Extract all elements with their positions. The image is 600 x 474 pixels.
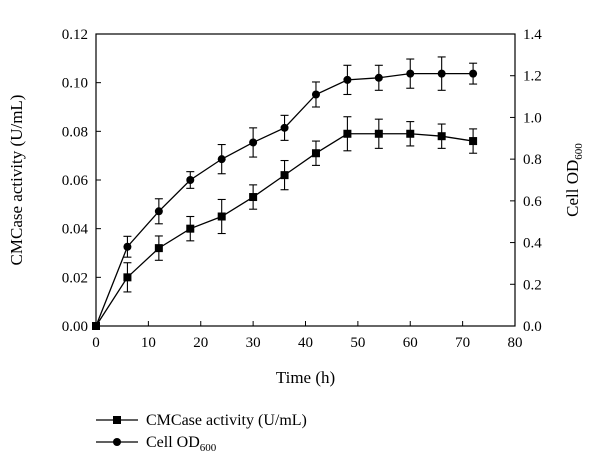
od600-point bbox=[406, 69, 415, 78]
marks bbox=[92, 56, 478, 330]
cmcase-point bbox=[123, 273, 132, 282]
x-tick-label: 20 bbox=[193, 335, 208, 351]
cmcase-point bbox=[154, 244, 163, 253]
cmcase-point bbox=[406, 129, 415, 138]
y-right-axis-label-sub: 600 bbox=[573, 143, 585, 160]
y-right-axis-label: Cell OD600 bbox=[563, 143, 585, 217]
cmcase-point bbox=[186, 224, 195, 233]
axes: 0 10 20 30 40 50 60 70 80 0.00 0.02 0.04 0.06 0.08 0.1… bbox=[7, 27, 585, 387]
legend-cmcase-marker bbox=[113, 416, 121, 424]
y-right-tick-label: 1.2 bbox=[523, 69, 542, 85]
od600-point bbox=[469, 69, 478, 78]
x-tick-label: 80 bbox=[508, 335, 523, 351]
cmcase-point bbox=[311, 149, 320, 158]
legend-od600-label-sub: 600 bbox=[200, 442, 217, 454]
x-tick-label: 10 bbox=[141, 335, 156, 351]
cmcase-point bbox=[217, 212, 226, 221]
od600-point bbox=[311, 90, 320, 99]
plot-frame bbox=[95, 33, 516, 327]
cmcase-point bbox=[374, 129, 383, 138]
od600-point bbox=[374, 73, 383, 82]
legend-cmcase-label-main: CMCase activity (U/mL) bbox=[146, 412, 307, 429]
x-tick-label: 30 bbox=[246, 335, 261, 351]
y-right-tick-label: 0.8 bbox=[523, 152, 542, 168]
y-left-tick-label: 0.10 bbox=[62, 76, 88, 92]
y-right-tick-label: 0.2 bbox=[523, 277, 542, 293]
cmcase-point bbox=[469, 137, 478, 146]
y-left-tick-label: 0.08 bbox=[62, 124, 88, 140]
y-left-tick-label: 0.02 bbox=[62, 270, 88, 286]
legend: CMCase activity (U/mL) Cell OD600 bbox=[96, 412, 307, 454]
y-left-tick-label: 0.04 bbox=[62, 222, 89, 238]
od600-series-line bbox=[95, 72, 474, 327]
y-left-axis-label: CMCase activity (U/mL) bbox=[7, 95, 26, 266]
x-tick-label: 50 bbox=[350, 335, 365, 351]
y-left-tick-label: 0.12 bbox=[62, 27, 88, 43]
x-tick-label: 70 bbox=[455, 335, 470, 351]
od600-point bbox=[123, 242, 132, 251]
x-tick-label: 40 bbox=[298, 335, 313, 351]
x-tick-label: 60 bbox=[403, 335, 418, 351]
y-right-tick-label: 0.0 bbox=[523, 319, 542, 335]
od600-point bbox=[154, 207, 163, 216]
od600-point bbox=[92, 322, 100, 330]
cmcase-point bbox=[249, 193, 258, 202]
od600-point bbox=[249, 138, 258, 147]
od600-point bbox=[343, 75, 352, 84]
y-right-tick-label: 0.6 bbox=[523, 194, 542, 210]
x-axis-label: Time (h) bbox=[276, 368, 335, 387]
legend-od600-label: Cell OD600 bbox=[146, 434, 217, 454]
cmcase-point bbox=[437, 132, 446, 141]
od600-point bbox=[437, 69, 446, 78]
y-right-tick-label: 0.4 bbox=[523, 236, 542, 252]
legend-od600-marker bbox=[113, 438, 121, 446]
y-left-tick-label: 0.06 bbox=[62, 173, 89, 189]
legend-od600-label-main: Cell OD bbox=[146, 434, 200, 451]
od600-point bbox=[217, 155, 226, 164]
y-right-tick-label: 1.0 bbox=[523, 110, 542, 126]
y-right-axis-label-main: Cell OD bbox=[563, 160, 582, 217]
y-right-tick-label: 1.4 bbox=[523, 27, 542, 43]
od600-point bbox=[186, 176, 195, 184]
legend-cmcase-label: CMCase activity (U/mL) bbox=[146, 412, 307, 429]
od600-point bbox=[280, 123, 289, 132]
cmcase-point bbox=[280, 171, 289, 180]
y-left-tick-label: 0.00 bbox=[62, 319, 88, 335]
cmcase-point bbox=[343, 129, 352, 138]
x-tick-label: 0 bbox=[92, 335, 100, 351]
